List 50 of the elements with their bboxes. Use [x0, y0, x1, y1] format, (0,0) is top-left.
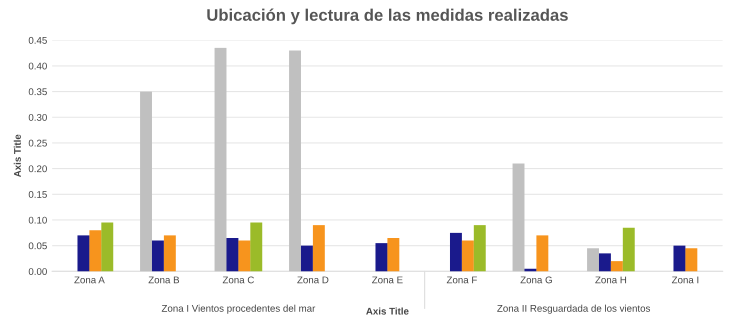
bar	[512, 163, 524, 272]
chart-title: Ubicación y lectura de las medidas realizadas	[207, 8, 568, 24]
y-tick-label: 0.40	[28, 62, 47, 70]
y-tick-label: 0.30	[28, 114, 47, 121]
bar	[226, 238, 238, 272]
bar	[587, 248, 599, 272]
x-tick-label: Zona G	[520, 276, 552, 284]
bar	[152, 240, 164, 272]
x-axis-title: Axis Title	[366, 307, 409, 315]
x-tick-label: Zona B	[148, 276, 180, 284]
y-tick-label: 0.05	[28, 242, 47, 250]
bar	[450, 232, 462, 272]
bar	[250, 222, 262, 272]
x-tick-label: Zona H	[595, 276, 626, 284]
bar	[300, 246, 313, 272]
x-tick-label: Zona A	[74, 276, 105, 284]
x-tick-label: Zona I	[672, 276, 698, 284]
y-axis-title: Axis Title	[14, 134, 21, 178]
y-tick-label: 0.00	[28, 268, 47, 275]
bar	[610, 261, 623, 272]
bar	[164, 235, 176, 272]
bar	[289, 50, 301, 272]
bar	[77, 235, 90, 272]
bar	[238, 240, 250, 272]
y-tick-label: 0.10	[28, 216, 47, 224]
bar	[462, 240, 474, 272]
y-tick-label: 0.35	[28, 88, 47, 96]
bar	[140, 92, 152, 272]
bar	[387, 238, 400, 272]
bar	[101, 222, 114, 272]
y-tick-label: 0.25	[28, 140, 47, 147]
y-tick-label: 0.45	[28, 36, 47, 44]
bar	[598, 253, 611, 272]
x-tick-label: Zona E	[372, 276, 403, 284]
y-tick-label: 0.15	[28, 191, 47, 198]
bar	[536, 235, 548, 272]
bar	[375, 243, 388, 272]
x-tick-label: Zona C	[222, 276, 254, 284]
y-tick-label: 0.20	[28, 165, 47, 172]
bar	[89, 230, 102, 272]
x-tick-label: Zona F	[446, 276, 477, 284]
bar	[474, 225, 486, 272]
bar	[214, 48, 226, 272]
text: Zona II Resguardada de los vientos	[497, 304, 650, 314]
bar	[673, 246, 686, 272]
text: Zona I Vientos procedentes del mar	[162, 304, 316, 314]
bar	[622, 228, 635, 272]
x-tick-label: Zona D	[297, 276, 328, 284]
bar	[312, 225, 325, 272]
bar	[685, 248, 698, 272]
